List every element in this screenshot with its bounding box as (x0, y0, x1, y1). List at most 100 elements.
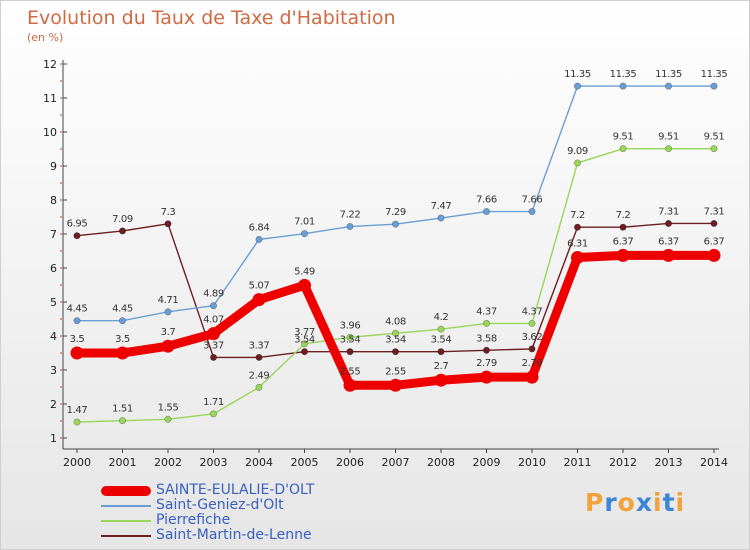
data-label: 7.31 (704, 206, 725, 217)
y-tick-label: 7 (50, 228, 57, 241)
x-tick-label: 2013 (655, 456, 683, 469)
y-tick-label: 11 (43, 92, 57, 105)
data-point (528, 208, 536, 216)
data-point (164, 308, 172, 316)
data-point (389, 378, 402, 392)
data-point (528, 345, 536, 353)
legend-label: Saint-Martin-de-Lenne (156, 527, 312, 543)
data-point (573, 223, 581, 231)
data-point (210, 410, 218, 418)
data-point (437, 348, 445, 356)
y-tick-label: 10 (43, 126, 57, 139)
data-label: 4.71 (158, 295, 179, 306)
data-label: 9.51 (613, 132, 634, 143)
data-point (300, 230, 308, 238)
data-label: 2.7 (434, 361, 449, 372)
data-point (434, 373, 448, 387)
data-point (616, 248, 630, 262)
data-point (346, 223, 354, 231)
data-label: 6.37 (704, 236, 725, 247)
data-label: 1.47 (67, 405, 88, 416)
data-point (346, 348, 354, 356)
logo-letter: P (585, 488, 605, 517)
data-label-layer: 3.5 3.5 3.7 4.07 5.07 5.49 2.55 2.55 2.7 2.79 2.79… (67, 69, 728, 416)
data-point (343, 378, 357, 392)
data-label: 11.35 (610, 69, 637, 80)
data-point (619, 82, 627, 90)
data-label: 6.37 (613, 236, 634, 247)
data-point (482, 319, 490, 327)
x-tick-label: 2012 (609, 456, 637, 469)
data-label: 7.66 (522, 195, 543, 206)
legend-label: Saint-Geniez-d'Olt (156, 497, 284, 513)
x-tick-label: 2008 (427, 456, 455, 469)
data-label: 7.66 (476, 195, 497, 206)
data-point (707, 248, 721, 262)
chart-title: Evolution du Taux de Taxe d'Habitation (27, 7, 396, 29)
data-label: 4.45 (67, 304, 88, 315)
data-point (482, 208, 490, 216)
series-layer (70, 82, 721, 426)
data-label: 7.09 (112, 214, 133, 225)
data-label: 1.51 (112, 404, 133, 415)
data-label: 2.49 (249, 370, 270, 381)
data-label: 9.09 (567, 146, 588, 157)
data-point (573, 159, 581, 167)
data-label: 3.5 (115, 334, 130, 345)
data-point (70, 346, 84, 360)
y-tick-label: 8 (50, 194, 57, 207)
y-tick-label: 6 (50, 262, 57, 275)
data-label: 2.55 (385, 366, 406, 377)
x-tick-labels: 2000 2001 2002 2003 2004 2005 2006 2007 2008 2009… (63, 456, 728, 469)
data-label: 5.49 (294, 266, 315, 277)
x-tick-label: 2006 (336, 456, 364, 469)
y-tick-label: 5 (50, 296, 57, 309)
data-point (391, 220, 399, 228)
data-point (255, 383, 263, 391)
logo-letter: t (662, 488, 676, 517)
data-label: 3.54 (340, 335, 361, 346)
data-point (571, 250, 584, 264)
logo-letter: i (653, 488, 663, 517)
y-tick-label: 3 (50, 364, 57, 377)
data-point (573, 82, 581, 90)
x-tick-label: 2009 (473, 456, 501, 469)
x-tick-label: 2011 (564, 456, 592, 469)
data-label: 4.89 (203, 289, 224, 300)
data-point (252, 293, 266, 307)
data-label: 7.47 (431, 201, 452, 212)
series-line-1 (76, 85, 715, 322)
data-label: 3.54 (294, 335, 315, 346)
data-point (391, 329, 399, 337)
x-tick-label: 2001 (109, 456, 137, 469)
data-label: 4.37 (522, 306, 543, 317)
x-tick-label: 2014 (700, 456, 728, 469)
data-point (255, 235, 263, 243)
data-point (528, 319, 536, 327)
logo-letter: o (617, 488, 636, 517)
data-label: 11.35 (655, 69, 682, 80)
logo-letter: i (675, 488, 686, 517)
x-tick-label: 2007 (382, 456, 410, 469)
data-label: 3.54 (385, 335, 406, 346)
data-label: 11.35 (701, 69, 728, 80)
data-label: 6.84 (249, 222, 270, 233)
data-point (480, 370, 493, 384)
data-point (300, 340, 308, 348)
x-tick-label: 2004 (245, 456, 273, 469)
data-point (710, 82, 718, 90)
data-label: 3.96 (340, 320, 361, 331)
data-point (164, 415, 172, 423)
data-point (73, 317, 81, 325)
data-point (300, 348, 308, 356)
legend-item: SAINTE-EULALIE-D'OLT (101, 483, 361, 498)
data-label: 4.45 (112, 304, 133, 315)
data-point (619, 223, 627, 231)
data-label: 11.35 (564, 69, 591, 80)
data-label: 2.55 (340, 366, 361, 377)
data-point (164, 220, 172, 228)
legend-swatch (101, 535, 151, 537)
